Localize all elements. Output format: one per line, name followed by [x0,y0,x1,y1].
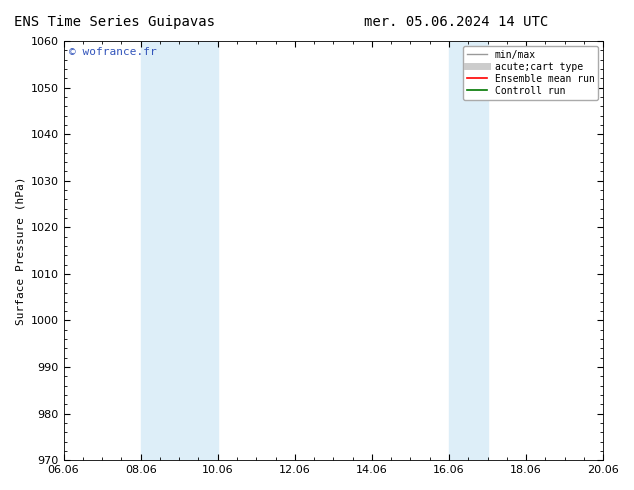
Text: ENS Time Series Guipavas: ENS Time Series Guipavas [13,15,215,29]
Text: © wofrance.fr: © wofrance.fr [69,48,157,57]
Bar [141,41,217,460]
Legend: min/max, acute;cart type, Ensemble mean run, Controll run: min/max, acute;cart type, Ensemble mean … [463,46,598,99]
Y-axis label: Surface Pressure (hPa): Surface Pressure (hPa) [15,176,25,325]
Text: mer. 05.06.2024 14 UTC: mer. 05.06.2024 14 UTC [365,15,548,29]
Bar [449,41,488,460]
